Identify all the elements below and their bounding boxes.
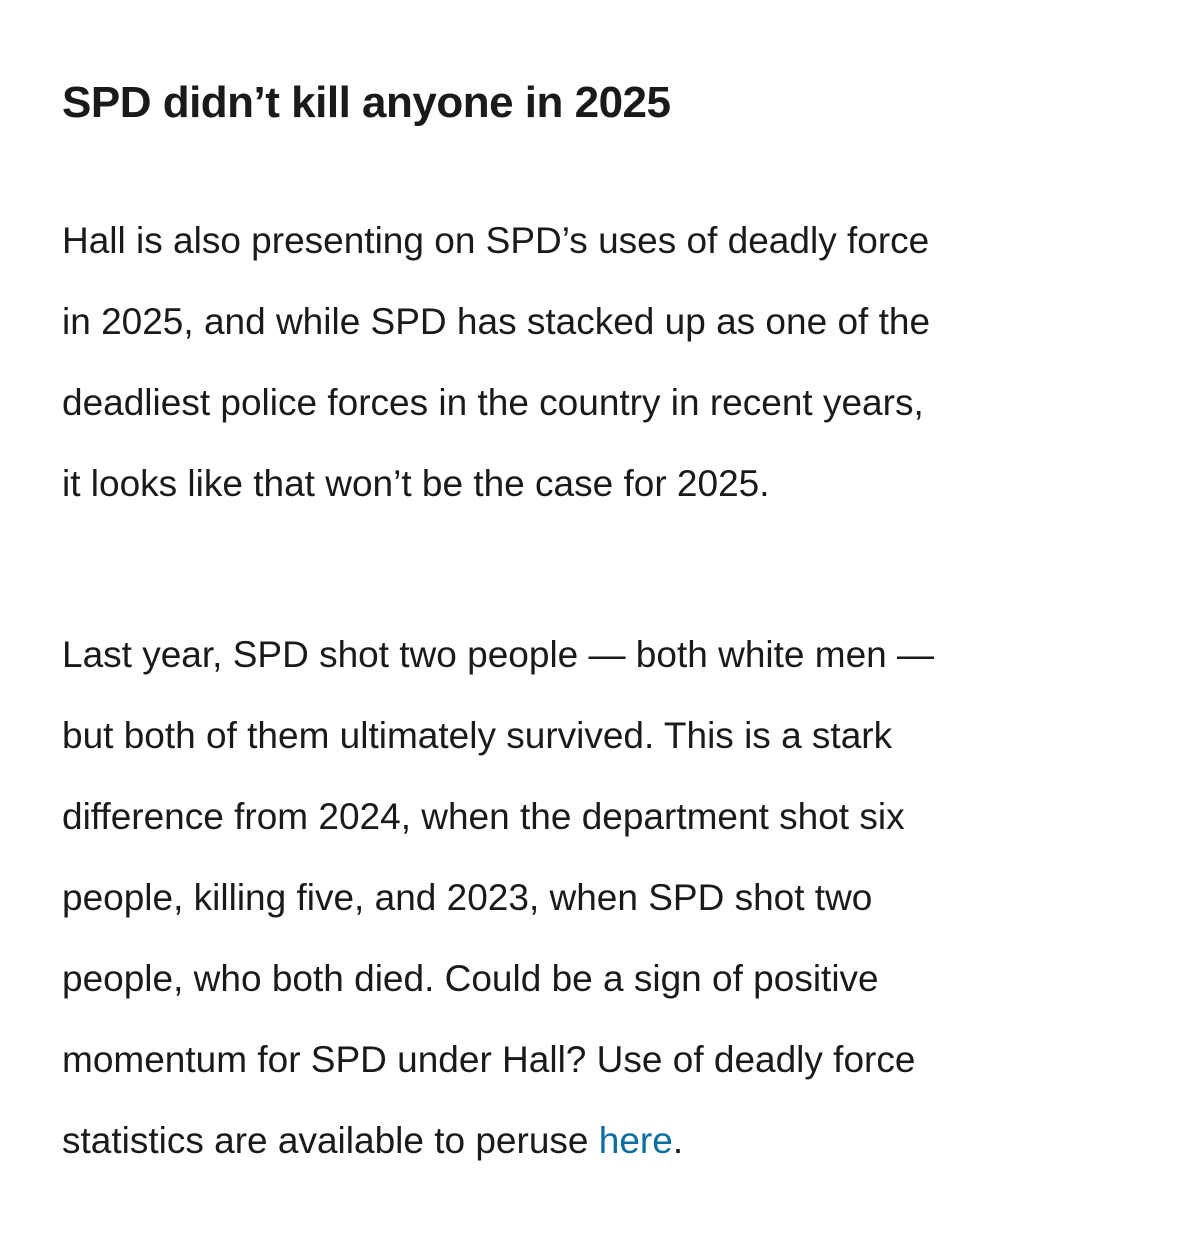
paragraph-deadly-force: Hall is also presenting on SPD’s uses of… [62,200,930,524]
section-heading: SPD didn’t kill anyone in 2025 [62,78,671,127]
text-line: deadliest police forces in the country i… [62,382,924,423]
text-line: statistics are available to peruse here. [62,1100,934,1181]
paragraph-shootings: Last year, SPD shot two people — both wh… [62,614,934,1181]
statistics-link[interactable]: here [598,1120,673,1161]
text-line: Last year, SPD shot two people — both wh… [62,634,935,675]
text-line: in 2025, and while SPD has stacked up as… [62,301,931,342]
text-line: but both of them ultimately survived. Th… [62,715,893,756]
text-line: people, who both died. Could be a sign o… [62,958,879,999]
text-line: people, killing five, and 2023, when SPD… [62,877,873,918]
text-line: difference from 2024, when the departmen… [62,796,905,837]
text-line: Hall is also presenting on SPD’s uses of… [62,220,930,261]
text-line: it looks like that won’t be the case for… [62,463,770,504]
text-segment: . [672,1120,684,1161]
text-segment: statistics are available to peruse [62,1120,599,1161]
text-line: momentum for SPD under Hall? Use of dead… [62,1039,916,1080]
